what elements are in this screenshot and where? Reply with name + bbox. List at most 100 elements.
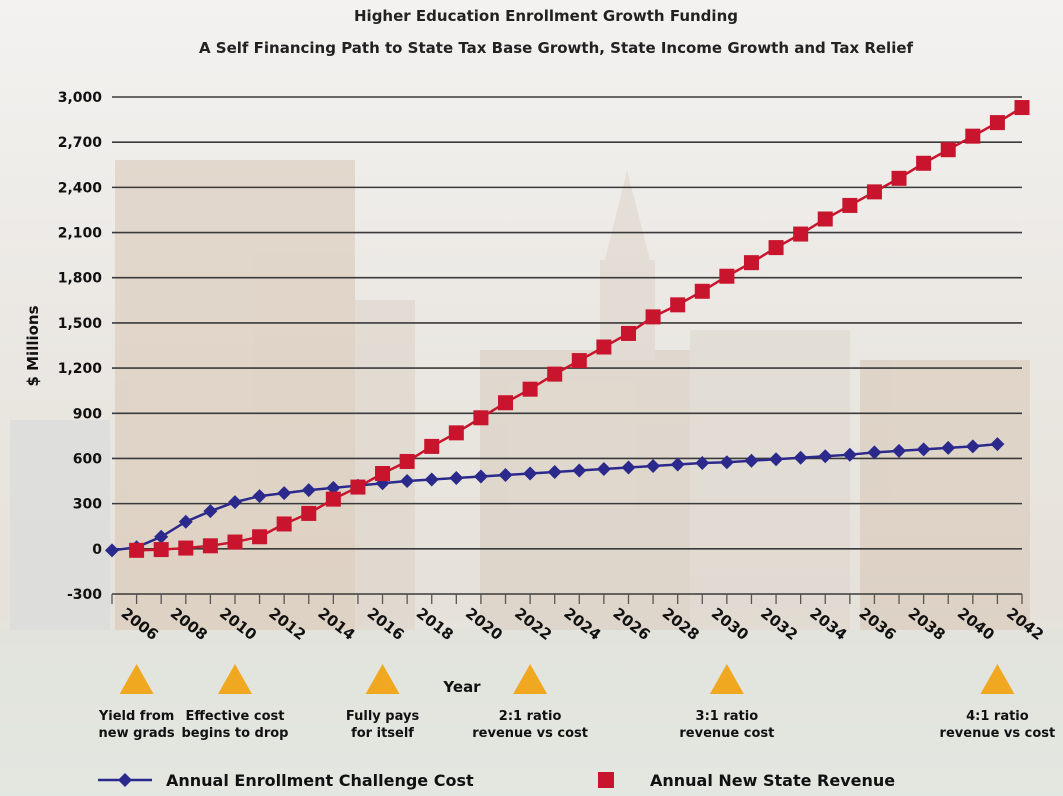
gridlines [111,96,1023,604]
y-tick-label: 2,400 [58,180,103,196]
milestone-triangle [513,664,548,694]
data-point [547,366,563,382]
data-point [498,395,514,411]
y-tick-labels: 3,000 2,700 2,400 2,100 1,800 1,500 1,200 900 60… [58,90,103,603]
data-point [523,466,538,481]
data-point [301,505,317,521]
data-point [916,155,932,171]
data-point [866,184,882,200]
data-point [719,268,735,284]
legend-marker [118,773,132,787]
y-tick-label: 2,700 [58,135,103,151]
milestone-label: revenue vs cost [472,726,588,741]
data-point [596,339,612,355]
milestone-label: begins to drop [181,726,288,741]
data-point [670,457,685,472]
data-point [867,445,882,460]
data-point [743,255,759,271]
data-point [793,450,808,465]
data-point [769,452,784,467]
data-point [202,538,218,554]
x-axis-label: Year [442,678,481,696]
data-point [694,283,710,299]
data-point [203,504,218,519]
annotations: Yield from new grads Effective cost begins … [98,664,1055,741]
data-point [227,534,243,550]
data-point [571,353,587,369]
data-point [547,465,562,480]
y-tick-label: 0 [92,542,102,558]
milestone-triangle [217,664,252,694]
data-point [498,468,513,483]
milestone-label: 3:1 ratio [696,709,759,724]
data-point [424,438,440,454]
y-tick-label: 1,500 [58,316,103,332]
data-point [645,309,661,325]
y-tick-label: 1,800 [58,271,103,287]
data-point [449,471,464,486]
legend-label: Annual New State Revenue [650,771,895,790]
data-point [940,142,956,158]
legend-label: Annual Enrollment Challenge Cost [166,771,474,790]
milestone-label: for itself [351,726,414,741]
data-point [252,529,268,545]
data-point [252,489,267,504]
data-point [522,381,538,397]
series-0 [105,437,1005,558]
data-point [990,437,1005,452]
y-tick-label: 1,200 [58,361,103,377]
data-point [277,486,292,501]
data-point [695,455,710,470]
data-point [818,449,833,464]
data-point [719,455,734,470]
data-point [965,128,981,144]
milestone-triangle [119,664,154,694]
data-point [842,197,858,213]
data-point [129,542,145,558]
y-tick-label: 2,100 [58,226,103,242]
data-point [989,115,1005,131]
data-point [817,211,833,227]
legend-marker [598,772,614,788]
milestone-label: 2:1 ratio [499,709,562,724]
data-point [227,495,242,510]
y-tick-label: 900 [73,406,102,422]
milestone-triangle [980,664,1015,694]
series-layer [105,100,1030,558]
y-tick-label: 3,000 [58,90,103,106]
y-tick-label: -300 [67,587,102,603]
data-point [448,425,464,441]
data-point [326,480,341,495]
legend: Annual Enrollment Challenge Cost Annual N… [98,771,895,790]
milestone-label: Fully pays [346,709,420,724]
milestone-label: Effective cost [185,709,284,724]
milestone-triangle [365,664,400,694]
milestone-label: 4:1 ratio [966,709,1029,724]
milestone-label: revenue cost [679,726,774,741]
chart-title: Higher Education Enrollment Growth Fundi… [354,7,738,25]
data-point [916,442,931,457]
data-point [1014,100,1030,116]
y-axis-label: $ Millions [24,305,42,386]
data-point [891,170,907,186]
milestone-label: revenue vs cost [940,726,1056,741]
data-point [473,469,488,484]
milestone-triangle [709,664,744,694]
data-point [400,474,415,489]
background-skyline [0,160,1063,796]
data-point [178,514,193,529]
data-point [572,463,587,478]
data-point [744,453,759,468]
data-point [301,483,316,498]
series-1 [129,100,1030,558]
data-point [424,472,439,487]
milestone-label: Yield from [98,709,175,724]
data-point [178,540,194,556]
data-point [325,491,341,507]
y-tick-label: 300 [73,497,102,513]
data-point [768,240,784,256]
data-point [941,440,956,455]
data-point [473,410,489,426]
data-point [842,447,857,462]
